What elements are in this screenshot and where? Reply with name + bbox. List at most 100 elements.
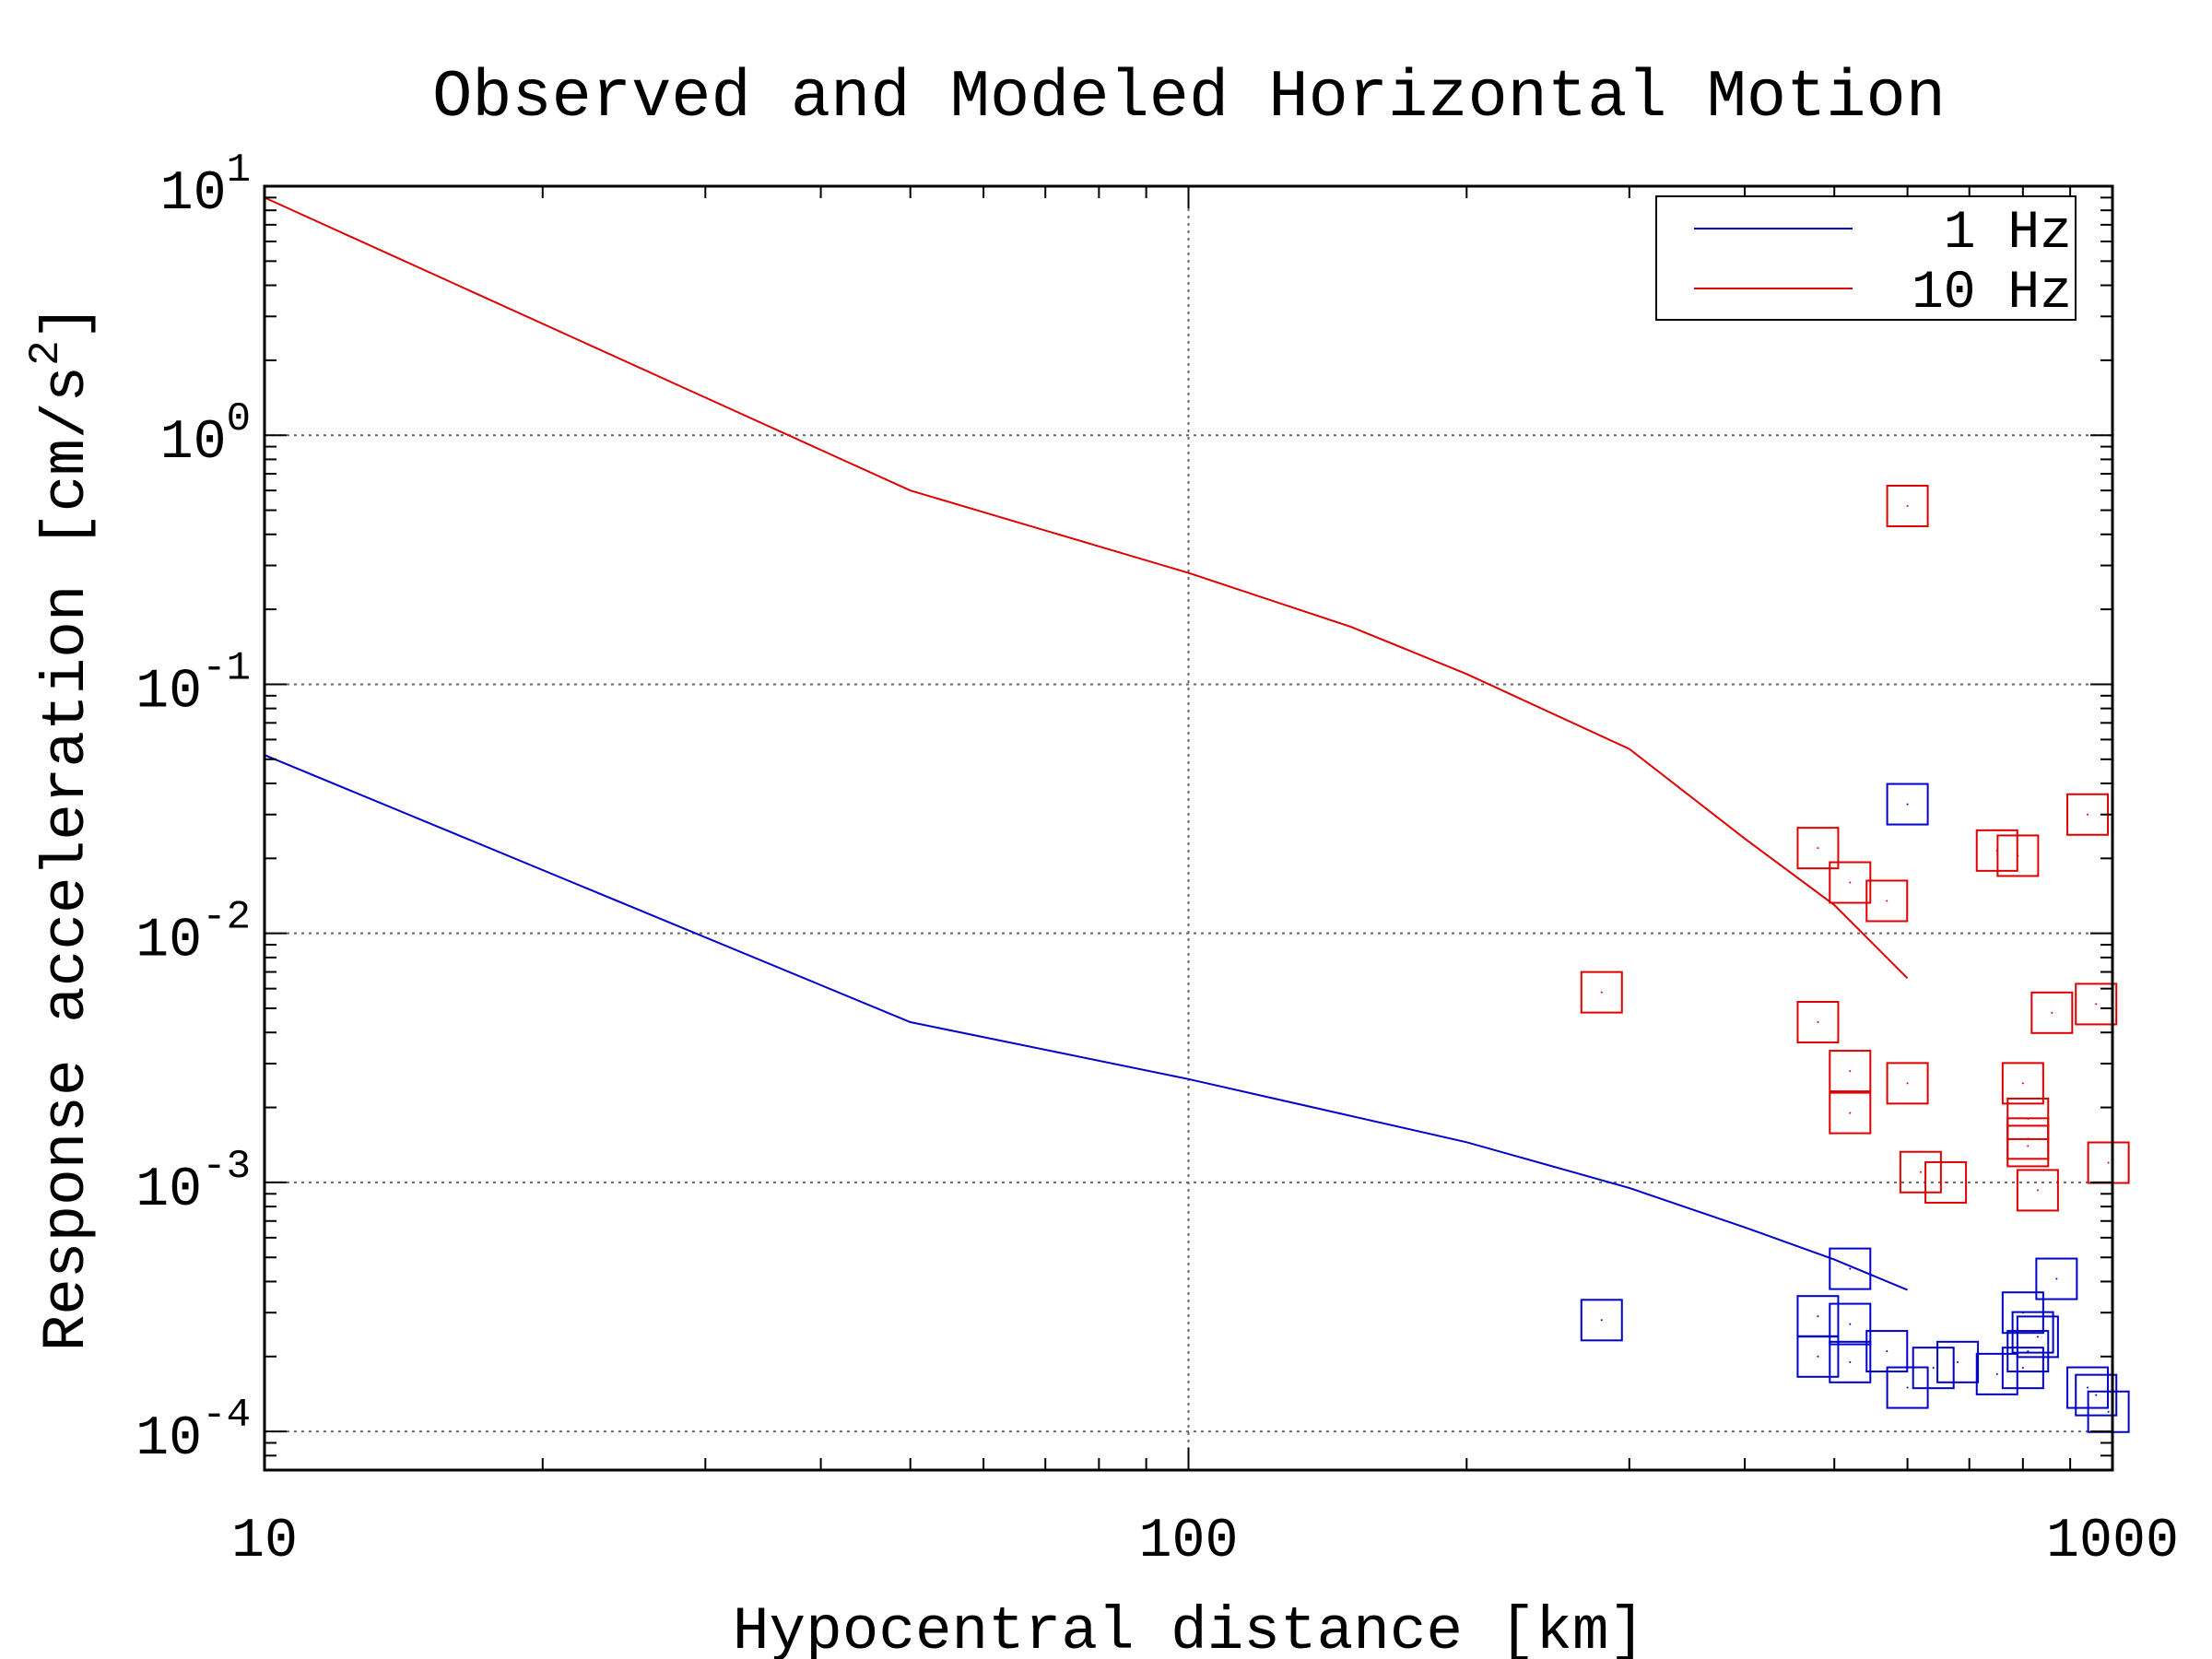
observation-point-10hz	[2036, 1189, 2039, 1192]
observation-point-10hz	[1849, 1112, 1852, 1114]
observation-point-10hz	[2027, 1137, 2030, 1140]
model-curve-10hz	[264, 196, 1909, 980]
y-tick-base: 10	[135, 1159, 202, 1222]
observation-marker-1hz	[1886, 782, 1929, 826]
observation-marker-10hz	[2001, 1062, 2044, 1105]
observation-marker-1hz	[1975, 1352, 2018, 1395]
observation-point-1hz	[2031, 1331, 2034, 1334]
observation-point-1hz	[1906, 803, 1909, 806]
observation-point-1hz	[2036, 1335, 2039, 1338]
observation-marker-1hz	[1829, 1340, 1872, 1383]
observation-point-10hz	[1817, 1021, 1819, 1024]
legend: 1 Hz 10 Hz	[1655, 195, 2077, 324]
observation-marker-10hz	[1899, 1150, 1942, 1194]
observation-marker-10hz	[1996, 834, 2040, 877]
model-curves	[264, 196, 1909, 1291]
observation-point-1hz	[2021, 1367, 2024, 1370]
observation-point-1hz	[1817, 1315, 1819, 1318]
y-tick-exponent: -2	[202, 895, 251, 941]
y-tick-base: 10	[160, 412, 227, 475]
observation-point-10hz	[2017, 854, 2019, 857]
y-tick-label: 100	[160, 396, 251, 475]
observation-marker-1hz	[2001, 1347, 2044, 1390]
observation-marker-1hz	[2006, 1330, 2050, 1373]
observation-point-1hz	[2055, 1277, 2058, 1280]
observation-marker-1hz	[2016, 1315, 2059, 1359]
observation-marker-10hz	[1796, 827, 1840, 870]
observation-point-10hz	[2021, 1082, 2024, 1085]
observation-point-1hz	[1817, 1355, 1819, 1358]
observation-markers	[1580, 484, 2130, 1433]
observation-marker-10hz	[1924, 1160, 1968, 1204]
chart-title: Observed and Modeled Horizontal Motion	[432, 60, 1946, 135]
observation-point-10hz	[2087, 813, 2089, 816]
observation-marker-10hz	[2006, 1124, 2050, 1168]
observation-point-1hz	[1906, 1386, 1909, 1389]
observation-marker-10hz	[1829, 861, 1872, 904]
y-axis-label-superscript: 2	[22, 340, 70, 366]
x-axis-label: Hypocentral distance [km]	[733, 1597, 1645, 1659]
observation-point-1hz	[1932, 1367, 1935, 1370]
y-tick-label: 10-3	[135, 1144, 251, 1222]
observation-marker-10hz	[1829, 1050, 1872, 1093]
observation-point-10hz	[1600, 991, 1603, 994]
observation-marker-10hz	[1580, 971, 1623, 1014]
observation-point-10hz	[1886, 900, 1888, 902]
observation-point-1hz	[1995, 1372, 1998, 1375]
y-tick-exponent: -4	[202, 1393, 251, 1439]
observation-point-10hz	[1945, 1181, 1947, 1183]
x-tick-labels: 10 100 1000	[231, 1511, 2179, 1573]
observation-point-1hz	[2087, 1386, 2089, 1389]
observation-marker-10hz	[1886, 484, 1929, 527]
x-tick-label: 100	[1138, 1511, 1238, 1573]
axis-ticks	[264, 185, 2113, 1471]
observation-point-10hz	[1817, 847, 1819, 850]
observation-marker-1hz	[2011, 1311, 2054, 1354]
observation-point-10hz	[1849, 881, 1852, 884]
y-tick-base: 10	[135, 1408, 202, 1471]
observation-marker-1hz	[1912, 1347, 1955, 1390]
y-axis-label-end: ]	[32, 304, 101, 341]
observation-point-10hz	[1906, 1082, 1909, 1085]
observation-marker-10hz	[1796, 1001, 1840, 1044]
observation-point-10hz	[1919, 1171, 1922, 1173]
y-tick-exponent: -3	[202, 1144, 251, 1190]
observation-marker-1hz	[1796, 1335, 1840, 1378]
observation-point-1hz	[1849, 1323, 1852, 1325]
observation-point-1hz	[1849, 1267, 1852, 1270]
y-tick-exponent: 0	[227, 396, 251, 442]
observation-point-1hz	[1886, 1350, 1888, 1353]
x-tick-label: 1000	[2046, 1511, 2179, 1573]
observation-marker-10hz	[2075, 982, 2118, 1026]
observation-point-1hz	[1849, 1360, 1852, 1363]
observation-marker-10hz	[2030, 991, 2074, 1034]
observation-point-10hz	[2107, 1161, 2110, 1164]
observation-marker-10hz	[1865, 879, 1909, 923]
y-tick-base: 10	[135, 911, 202, 973]
observation-point-10hz	[1849, 1070, 1852, 1073]
observation-point-10hz	[1906, 504, 1909, 507]
observation-point-10hz	[2027, 1145, 2030, 1147]
legend-label-1hz: 1 Hz	[1944, 204, 2072, 264]
y-tick-label: 101	[160, 147, 251, 226]
observation-marker-1hz	[1580, 1299, 1623, 1342]
y-axis-label-main: Response acceleration [cm/s	[32, 366, 101, 1351]
observation-marker-10hz	[2016, 1169, 2059, 1212]
observation-marker-1hz	[2035, 1257, 2078, 1300]
y-tick-label: 10-4	[135, 1393, 251, 1471]
y-tick-exponent: 1	[227, 147, 251, 194]
legend-label-10hz: 10 Hz	[1912, 264, 2072, 324]
observation-marker-1hz	[1829, 1247, 1872, 1290]
observation-marker-1hz	[2075, 1373, 2118, 1417]
observation-point-1hz	[1957, 1360, 1959, 1363]
observation-point-10hz	[2095, 1003, 2098, 1006]
y-tick-exponent: -1	[202, 645, 251, 691]
observation-marker-10hz	[1886, 1062, 1929, 1105]
x-tick-label: 10	[231, 1511, 298, 1573]
model-curve-1hz	[264, 754, 1908, 1291]
grid	[265, 186, 2112, 1470]
observation-marker-1hz	[1829, 1302, 1872, 1346]
observation-point-1hz	[2095, 1394, 2098, 1396]
y-tick-base: 10	[160, 163, 227, 226]
